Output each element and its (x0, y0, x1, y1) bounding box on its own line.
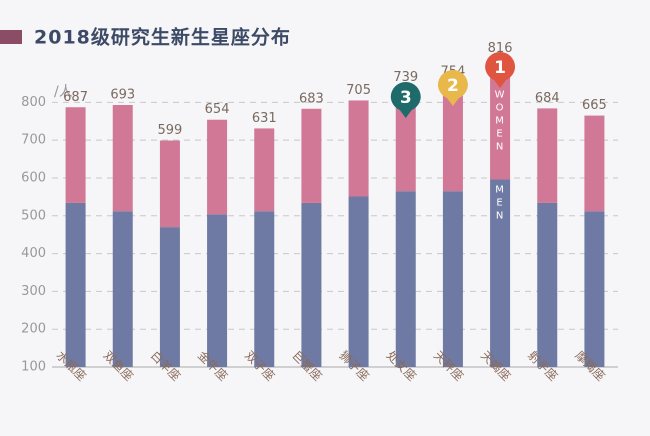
y-tick-label: 500 (21, 208, 46, 223)
bar-segment (442, 191, 463, 367)
bar-segment (65, 202, 86, 367)
bar-segment (584, 115, 605, 212)
bar-segment (395, 87, 416, 192)
bar-segment (301, 202, 322, 367)
value-label: 599 (158, 123, 183, 138)
title-accent (0, 30, 22, 44)
value-label: 687 (63, 90, 88, 105)
y-tick-label: 100 (21, 360, 46, 375)
bar-segment (537, 202, 558, 367)
bar-segment (112, 211, 133, 367)
bar-segment (254, 211, 275, 367)
y-tick-label: 200 (21, 322, 46, 337)
unit-label: /人 (54, 84, 73, 100)
rank-badge (437, 70, 468, 106)
bar-segment (395, 191, 416, 367)
y-tick-label: 600 (21, 170, 46, 185)
legend-label: MEN (494, 184, 505, 223)
bar-segment (159, 140, 180, 228)
y-tick-label: 400 (21, 246, 46, 261)
bar-segment (65, 107, 86, 203)
bar-segment (254, 128, 275, 212)
value-label: 693 (110, 87, 135, 102)
bar-segment (159, 227, 180, 367)
rank-badge (485, 51, 516, 88)
bar-segment (584, 211, 605, 367)
bar-segment (207, 214, 228, 367)
y-tick-label: 800 (21, 95, 46, 110)
chart-title: 2018级研究生新生星座分布 (34, 26, 291, 49)
legend-label: WOMEN (494, 89, 505, 154)
bar-segment (490, 58, 511, 180)
bar-segment (207, 119, 228, 215)
bar-segment (490, 179, 511, 367)
rank-label: 2 (447, 76, 459, 96)
value-label: 654 (205, 102, 230, 117)
rank-label: 3 (400, 88, 412, 108)
value-label: 816 (488, 41, 513, 56)
rank-label: 1 (494, 58, 506, 78)
y-tick-label: 300 (21, 284, 46, 299)
value-label: 739 (393, 70, 418, 85)
bar-segment (348, 100, 369, 197)
value-label: 684 (535, 91, 560, 106)
bar-segment (537, 108, 558, 203)
bar-segment (112, 104, 133, 212)
rank-badge (390, 82, 421, 118)
value-label: 665 (582, 98, 607, 113)
value-label: 683 (299, 91, 324, 106)
bar-segment (348, 196, 369, 367)
y-tick-label: 700 (21, 133, 46, 148)
value-label: 705 (346, 83, 371, 98)
bar-segment (301, 108, 322, 203)
bar-segment (442, 81, 463, 192)
value-label: 631 (252, 111, 277, 126)
